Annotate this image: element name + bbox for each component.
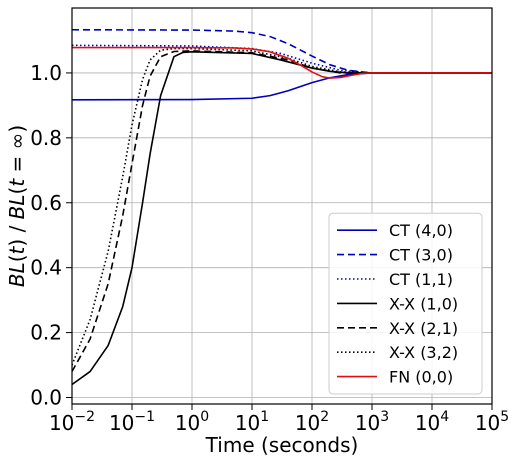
- y-tick-label: 1.0: [30, 61, 62, 85]
- x-tick-exponent: 5: [500, 409, 509, 425]
- x-tick-exponent: 2: [320, 409, 329, 425]
- x-tick-exponent: 1: [260, 409, 269, 425]
- x-tick-base: 10: [415, 411, 440, 435]
- y-tick-label: 0.0: [30, 386, 62, 410]
- x-tick-label: 10−1: [109, 409, 155, 435]
- y-tick-label: 0.6: [30, 191, 62, 215]
- x-tick-base: 10: [295, 411, 320, 435]
- y-tick-label: 0.4: [30, 256, 62, 280]
- legend-label: CT (3,0): [389, 246, 453, 265]
- x-tick-label: 104: [415, 409, 449, 435]
- series-group: [72, 28, 492, 386]
- legend-label: X-X (1,0): [389, 294, 458, 313]
- x-tick-base: 10: [175, 411, 200, 435]
- y-axis-label: BL(t) / BL(t = ∞): [5, 125, 29, 287]
- x-tick-base: 10: [475, 411, 500, 435]
- x-tick-label: 100: [175, 409, 209, 435]
- y-axis-label-part: BL: [5, 194, 29, 219]
- y-axis-label-part: (: [5, 187, 29, 195]
- y-axis-label-part: = ∞): [5, 125, 29, 179]
- series-line-ct-3-0: [72, 28, 492, 74]
- y-axis-label-part: BL: [5, 262, 29, 287]
- x-tick-exponent: 3: [380, 409, 389, 425]
- y-tick-label: 0.2: [30, 321, 62, 345]
- y-axis-label-part: t: [5, 178, 29, 187]
- plot-frame: [71, 7, 493, 405]
- series-line-x-x-2-1: [72, 50, 492, 372]
- y-tick-label: 0.8: [30, 126, 62, 150]
- legend-label: X-X (2,1): [389, 319, 458, 338]
- x-tick-base: 10: [49, 411, 74, 435]
- legend-label: CT (1,1): [389, 270, 453, 289]
- x-tick-base: 10: [235, 411, 260, 435]
- x-tick-base: 10: [355, 411, 380, 435]
- x-tick-exponent: 4: [440, 409, 449, 425]
- x-tick-exponent: −1: [134, 409, 155, 425]
- legend-label: X-X (3,2): [389, 343, 458, 362]
- legend: CT (4,0) CT (3,0) CT (1,1) X-X (1,0) X-X (2,…: [328, 212, 483, 395]
- ticks: 10−2 10−1 100 101 102 103 104 1050.00.20.40.60.…: [30, 61, 509, 435]
- legend-box: [328, 212, 483, 395]
- x-tick-label: 102: [295, 409, 329, 435]
- x-tick-label: 103: [355, 409, 389, 435]
- x-tick-label: 10−2: [49, 409, 95, 435]
- legend-label: FN (0,0): [389, 368, 453, 387]
- y-axis-label-part: (: [5, 254, 29, 262]
- x-axis-label: Time (seconds): [205, 433, 359, 457]
- x-tick-label: 101: [235, 409, 269, 435]
- x-tick-label: 105: [475, 409, 509, 435]
- x-tick-exponent: 0: [200, 409, 209, 425]
- x-tick-base: 10: [109, 411, 134, 435]
- x-tick-exponent: −2: [74, 409, 95, 425]
- y-axis-label-part: ) /: [5, 219, 29, 246]
- series-line-fn-0-0: [72, 46, 492, 79]
- y-axis-label-part: t: [5, 245, 29, 254]
- series-line-x-x-1-0: [72, 51, 492, 386]
- legend-label: CT (4,0): [389, 221, 453, 240]
- series-line-x-x-3-2: [72, 47, 492, 366]
